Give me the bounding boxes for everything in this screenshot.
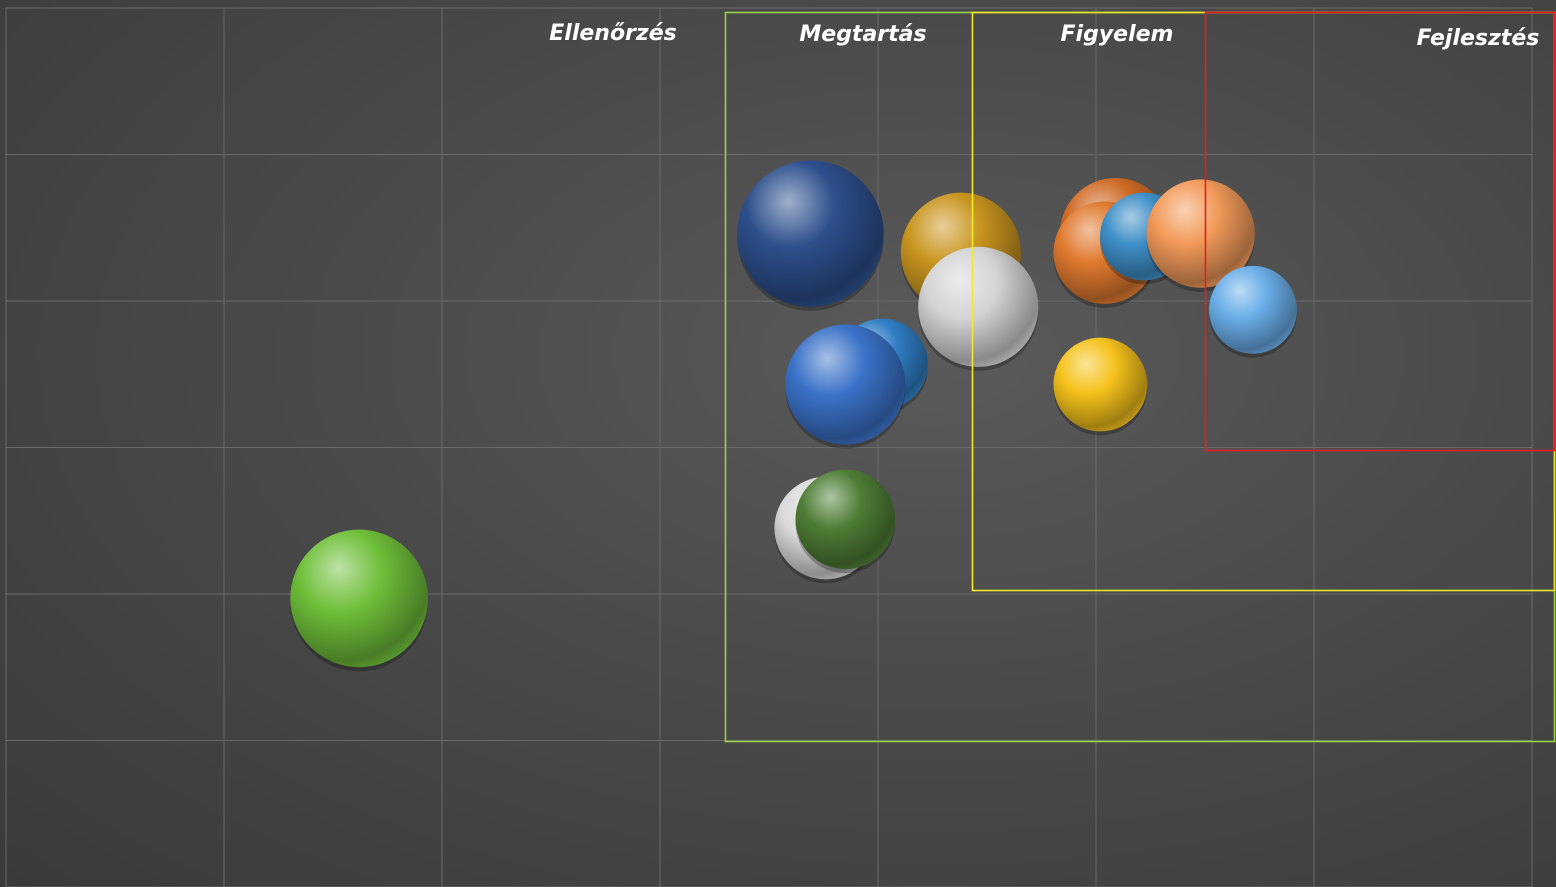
bubble-point bbox=[737, 160, 884, 307]
zone-label-ellenorzes: Ellenőrzés bbox=[549, 21, 676, 46]
bubble-point bbox=[1053, 337, 1148, 432]
bubble-point bbox=[1146, 179, 1255, 288]
grid-lines bbox=[5, 7, 1533, 887]
zone-boxes bbox=[724, 11, 1556, 743]
bubble-point bbox=[290, 529, 429, 668]
bubble-series bbox=[290, 160, 1297, 672]
zone-label-megtartas: Megtartás bbox=[799, 22, 926, 47]
zone-label-figyelem: Figyelem bbox=[1061, 22, 1174, 47]
zone-box bbox=[1204, 11, 1556, 452]
bubble-point bbox=[795, 469, 896, 570]
zone-label-fejlesztes: Fejlesztés bbox=[1417, 26, 1540, 51]
bubble-point bbox=[918, 246, 1039, 367]
bubble-point bbox=[785, 324, 906, 445]
bubble-point bbox=[1209, 265, 1297, 354]
zone-labels: Ellenőrzés Megtartás Figyelem Fejlesztés bbox=[549, 21, 1539, 51]
